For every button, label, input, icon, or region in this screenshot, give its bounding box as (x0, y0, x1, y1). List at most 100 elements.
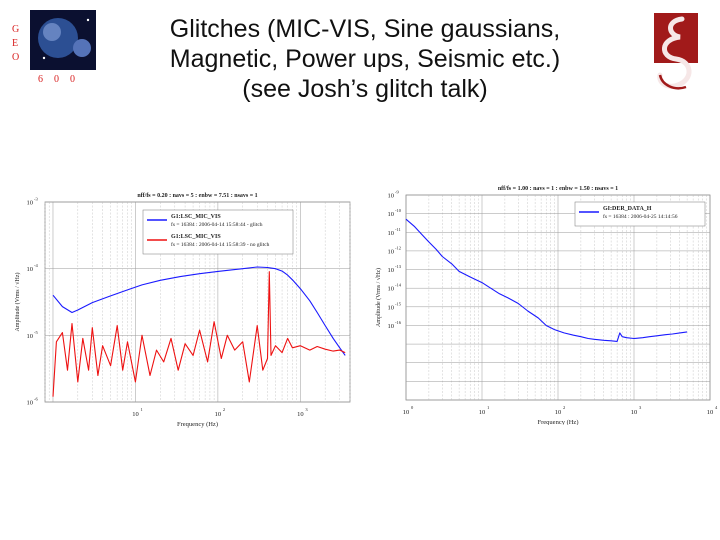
y-tick-base: 10 (27, 266, 34, 273)
y-tick-base: 10 (388, 323, 395, 330)
y-tick-base: 10 (388, 304, 395, 311)
series-line-1 (405, 218, 688, 342)
y-tick-exponent: -11 (395, 227, 401, 232)
logo-letter-g: G (12, 24, 19, 35)
x-tick-label: 103 (297, 407, 308, 418)
x-tick-label: 104 (707, 405, 718, 416)
y-tick-base: 10 (388, 211, 395, 218)
legend-entry-name: GI:DER_DATA_H (603, 206, 652, 212)
y-tick-exponent: -16 (395, 320, 402, 325)
x-tick-base: 10 (132, 411, 139, 418)
y-tick-base: 10 (27, 200, 34, 207)
logo-sigma-tail (658, 74, 687, 90)
x-tick-exponent: 3 (639, 405, 642, 410)
y-tick-base: 10 (27, 333, 34, 340)
x-tick-base: 10 (215, 411, 222, 418)
x-axis-label: Frequency (Hz) (538, 419, 579, 425)
x-tick-exponent: 0 (411, 405, 414, 410)
y-tick-label: 10-14 (388, 283, 402, 293)
y-tick-exponent: -9 (395, 190, 399, 195)
x-tick-base: 10 (631, 409, 638, 416)
y-tick-label: 10-13 (388, 264, 402, 274)
y-tick-exponent: -12 (395, 245, 401, 250)
y-tick-base: 10 (27, 400, 34, 407)
x-tick-exponent: 1 (487, 405, 489, 410)
logo-planet-highlight (43, 23, 61, 41)
legend-box (574, 201, 706, 227)
y-tick-label: 10-12 (388, 245, 402, 255)
chart-title: nff/fs = 0.20 : navs = 5 : enbw = 7.51 :… (137, 193, 257, 199)
y-tick-exponent: -3 (34, 197, 38, 202)
x-axis-label: Frequency (Hz) (177, 421, 218, 428)
y-tick-label: 10-4 (27, 263, 39, 273)
y-tick-base: 10 (388, 248, 395, 255)
y-tick-exponent: -6 (34, 397, 38, 402)
y-tick-base: 10 (388, 286, 395, 293)
y-tick-label: 10-10 (388, 208, 402, 218)
y-tick-label: 10-3 (27, 197, 39, 207)
y-tick-label: 10-6 (27, 397, 39, 407)
logo-digit-0: 0 (54, 74, 59, 85)
x-tick-label: 100 (403, 405, 414, 416)
logo-star (86, 18, 90, 22)
legend-entry-name: G1:LSC_MIC_VIS (171, 214, 221, 220)
x-tick-base: 10 (707, 409, 714, 416)
x-tick-label: 102 (555, 405, 566, 416)
y-tick-exponent: -5 (34, 330, 38, 335)
chart-title: nff/fs = 1.00 : navs = 1 : enbw = 1.50 :… (498, 186, 618, 192)
legend-box (142, 209, 294, 255)
institute-logo (654, 13, 698, 90)
x-tick-exponent: 4 (715, 405, 718, 410)
x-tick-exponent: 2 (223, 407, 225, 412)
x-tick-label: 103 (631, 405, 642, 416)
x-tick-base: 10 (479, 409, 486, 416)
logo-letter-e: E (12, 38, 18, 49)
y-tick-exponent: -13 (395, 264, 402, 269)
y-axis-label: Amplitude (Vrms / √Hz) (375, 268, 382, 327)
x-tick-exponent: 3 (305, 407, 308, 412)
title-line-3: (see Josh’s glitch talk) (242, 75, 488, 103)
y-tick-label: 10-9 (388, 190, 400, 200)
legend-entry-detail: fs = 16384 : 2006-04-14 15:58:44 - glitc… (171, 221, 263, 228)
x-tick-label: 101 (132, 407, 143, 418)
y-tick-exponent: -14 (395, 283, 402, 288)
logo-digit-0: 0 (70, 74, 75, 85)
y-tick-base: 10 (388, 230, 395, 237)
logo-moon (73, 39, 91, 57)
y-tick-label: 10-5 (27, 330, 39, 340)
series-line-1 (52, 266, 346, 356)
geo600-logo: G E O 6 0 0 (12, 10, 96, 85)
legend-entry-name: G1:LSC_MIC_VIS (171, 234, 221, 240)
y-tick-exponent: -10 (395, 208, 402, 213)
y-tick-exponent: -15 (395, 301, 402, 306)
series-group (405, 218, 688, 342)
series-group (52, 266, 346, 397)
x-tick-base: 10 (403, 409, 410, 416)
x-tick-exponent: 2 (563, 405, 565, 410)
logo-letter-o: O (12, 52, 19, 63)
slide-title: Glitches (MIC-VIS, Sine gaussians, Magne… (105, 14, 625, 104)
y-tick-label: 10-16 (388, 320, 402, 330)
x-tick-label: 101 (479, 405, 490, 416)
y-tick-exponent: -4 (34, 263, 38, 268)
y-tick-base: 10 (388, 267, 395, 274)
legend-entry-detail: fs = 16384 : 2006-04-25 14:14:56 (603, 213, 678, 220)
x-tick-base: 10 (555, 409, 562, 416)
y-tick-label: 10-15 (388, 301, 402, 311)
legend: GI:DER_DATA_Hfs = 16384 : 2006-04-25 14:… (574, 201, 706, 227)
title-line-1: Glitches (MIC-VIS, Sine gaussians, (169, 15, 561, 43)
logo-digit-6: 6 (38, 74, 43, 85)
x-tick-exponent: 1 (140, 407, 142, 412)
x-tick-base: 10 (297, 411, 304, 418)
legend-entry-detail: fs = 16384 : 2006-04-14 15:58:39 - no gl… (171, 241, 270, 248)
mic-vis-spectrum-chart: nff/fs = 0.20 : navs = 5 : enbw = 7.51 :… (15, 193, 351, 428)
title-line-2: Magnetic, Power ups, Seismic etc.) (169, 45, 561, 73)
y-tick-base: 10 (388, 193, 395, 200)
logo-star (42, 56, 46, 60)
y-tick-label: 10-11 (388, 227, 401, 237)
der-data-h-spectrum-chart: nff/fs = 1.00 : navs = 1 : enbw = 1.50 :… (375, 186, 718, 425)
x-tick-label: 102 (215, 407, 226, 418)
y-axis-label: Amplitude (Vrms / √Hz) (15, 272, 21, 331)
series-line-2 (52, 271, 346, 397)
